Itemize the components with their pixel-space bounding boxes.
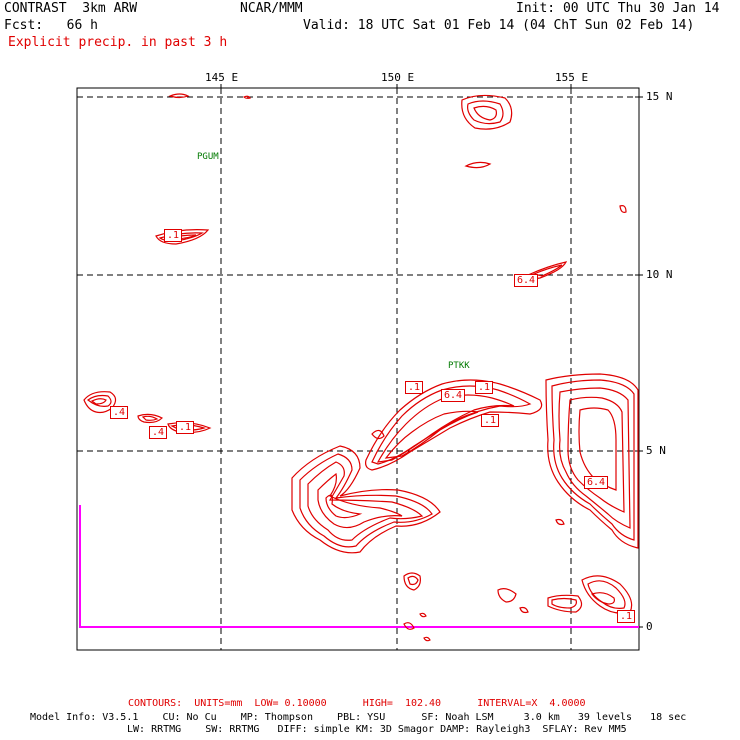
org-label: NCAR/MMM	[240, 1, 303, 16]
lat-lon-grid	[77, 88, 639, 650]
valid-time: Valid: 18 UTC Sat 01 Feb 14 (04 ChT Sun …	[303, 18, 695, 33]
lat-label-10n: 10 N	[646, 268, 673, 281]
contour-info: CONTOURS: UNITS=mm LOW= 0.10000 HIGH= 10…	[128, 698, 586, 709]
precip-contours	[83, 93, 639, 642]
init-time: Init: 00 UTC Thu 30 Jan 14	[516, 1, 720, 16]
contour-label: .1	[475, 381, 494, 394]
contour-label: .1	[481, 414, 500, 427]
field-title: Explicit precip. in past 3 h	[8, 35, 228, 50]
station-pgum: PGUM	[197, 152, 219, 162]
lat-label-0: 0	[646, 620, 653, 633]
contour-label: 6.4	[441, 389, 466, 402]
contour-label: .4	[149, 426, 168, 439]
station-ptkk: PTKK	[448, 361, 470, 371]
contour-label: .1	[164, 229, 183, 242]
lat-label-5n: 5 N	[646, 444, 666, 457]
contour-label: 6.4	[514, 274, 539, 287]
lat-label-15n: 15 N	[646, 90, 673, 103]
model-title: CONTRAST 3km ARW	[4, 1, 138, 16]
map-frame	[76, 87, 640, 651]
contour-label: .1	[405, 381, 424, 394]
model-info-line2: LW: RRTMG SW: RRTMG DIFF: simple KM: 3D …	[127, 724, 627, 735]
lon-label-145e: 145 E	[205, 71, 239, 84]
contour-label: .1	[617, 610, 636, 623]
contour-label: .1	[176, 421, 195, 434]
contour-label: 6.4	[584, 476, 609, 489]
lon-label-155e: 155 E	[555, 71, 589, 84]
model-info-line1: Model Info: V3.5.1 CU: No Cu MP: Thompso…	[30, 712, 687, 723]
lon-label-150e: 150 E	[381, 71, 415, 84]
domain-boundary	[79, 505, 639, 628]
contour-label: .4	[110, 406, 129, 419]
forecast-hour: Fcst: 66 h	[4, 18, 98, 33]
